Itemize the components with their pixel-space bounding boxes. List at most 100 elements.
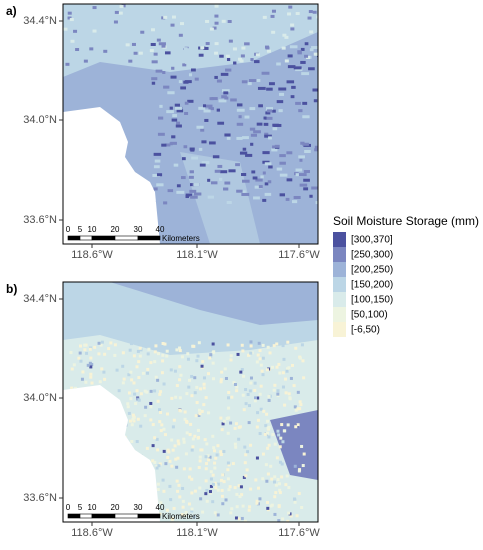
raster-cell — [236, 122, 244, 126]
raster-cell — [166, 455, 170, 459]
raster-zone — [110, 282, 318, 325]
raster-cell — [70, 443, 74, 447]
raster-cell — [176, 184, 181, 188]
legend-swatch — [333, 277, 346, 292]
raster-cell — [163, 85, 170, 89]
raster-cell — [162, 449, 166, 453]
raster-cell — [92, 29, 97, 33]
raster-cell — [85, 426, 89, 430]
raster-cell — [189, 183, 195, 187]
raster-cell — [72, 390, 76, 394]
scale-bar-segment — [114, 513, 139, 519]
raster-cell — [165, 412, 169, 416]
raster-cell — [223, 45, 232, 49]
raster-cell — [214, 42, 219, 46]
raster-cell — [150, 42, 156, 46]
raster-cell — [100, 367, 104, 371]
raster-cell — [255, 501, 259, 505]
raster-cell — [284, 59, 289, 63]
raster-cell — [148, 495, 152, 499]
raster-cell — [182, 467, 186, 471]
raster-cell — [250, 142, 254, 146]
raster-cell — [284, 35, 289, 39]
raster-cell — [212, 155, 220, 159]
raster-cell — [92, 6, 97, 10]
raster-cell — [173, 163, 179, 167]
raster-cell — [240, 516, 244, 520]
raster-cell — [265, 479, 269, 483]
raster-cell — [145, 490, 149, 494]
raster-cell — [255, 425, 259, 429]
raster-cell — [83, 442, 87, 446]
raster-cell — [242, 136, 249, 140]
raster-cell — [129, 492, 133, 496]
raster-cell — [267, 394, 271, 398]
raster-cell — [199, 497, 203, 501]
raster-cell — [298, 400, 302, 404]
raster-cell — [241, 504, 245, 508]
raster-cell — [197, 466, 201, 470]
scale-unit: Kilometers — [162, 234, 200, 243]
raster-cell — [278, 491, 282, 495]
raster-cell — [91, 450, 95, 454]
legend-swatch — [333, 307, 346, 322]
raster-cell — [278, 488, 282, 492]
raster-cell — [170, 517, 174, 521]
raster-cell — [295, 12, 300, 16]
raster-cell — [178, 349, 182, 353]
scale-label: 0 — [66, 503, 71, 512]
raster-cell — [229, 511, 233, 515]
raster-cell — [80, 450, 84, 454]
raster-cell — [281, 344, 285, 348]
raster-cell — [163, 201, 168, 205]
raster-cell — [232, 47, 237, 51]
raster-cell — [155, 69, 163, 73]
legend-label: [300,370] — [351, 235, 393, 246]
raster-cell — [100, 340, 104, 344]
raster-cell — [153, 389, 157, 393]
raster-cell — [104, 492, 108, 496]
raster-cell — [106, 456, 110, 460]
raster-cell — [212, 26, 217, 30]
raster-cell — [278, 109, 283, 113]
raster-cell — [187, 502, 191, 506]
raster-cell — [202, 382, 206, 386]
raster-cell — [184, 101, 189, 105]
raster-cell — [226, 431, 230, 435]
raster-cell — [258, 432, 262, 436]
legend-label: [50,100) — [351, 310, 388, 321]
raster-cell — [168, 484, 172, 488]
raster-cell — [158, 462, 162, 466]
raster-cell — [295, 101, 301, 105]
raster-cell — [253, 388, 257, 392]
raster-cell — [242, 408, 246, 412]
scale-bar-segment — [137, 235, 161, 241]
raster-cell — [240, 368, 244, 372]
raster-cell — [263, 432, 267, 436]
raster-cell — [81, 405, 85, 409]
raster-cell — [212, 449, 216, 453]
raster-cell — [279, 436, 283, 440]
raster-cell — [75, 467, 79, 471]
raster-cell — [264, 182, 269, 186]
raster-cell — [264, 463, 268, 467]
raster-cell — [168, 459, 172, 463]
y-tick-label: 34.4°N — [23, 15, 57, 27]
raster-cell — [258, 185, 263, 189]
raster-cell — [190, 374, 194, 378]
map-frame — [62, 281, 319, 523]
raster-cell — [141, 371, 145, 375]
raster-cell — [219, 453, 223, 457]
raster-cell — [67, 493, 71, 497]
raster-cell — [226, 58, 231, 62]
raster-cell — [271, 9, 276, 13]
raster-cell — [156, 482, 160, 486]
raster-cell — [256, 396, 260, 400]
raster-cell — [209, 141, 216, 145]
raster-cell — [139, 392, 143, 396]
raster-cell — [251, 170, 256, 174]
raster-cell — [132, 459, 136, 463]
raster-cell — [209, 27, 214, 31]
raster-cell — [201, 510, 205, 514]
raster-cell — [209, 353, 213, 357]
